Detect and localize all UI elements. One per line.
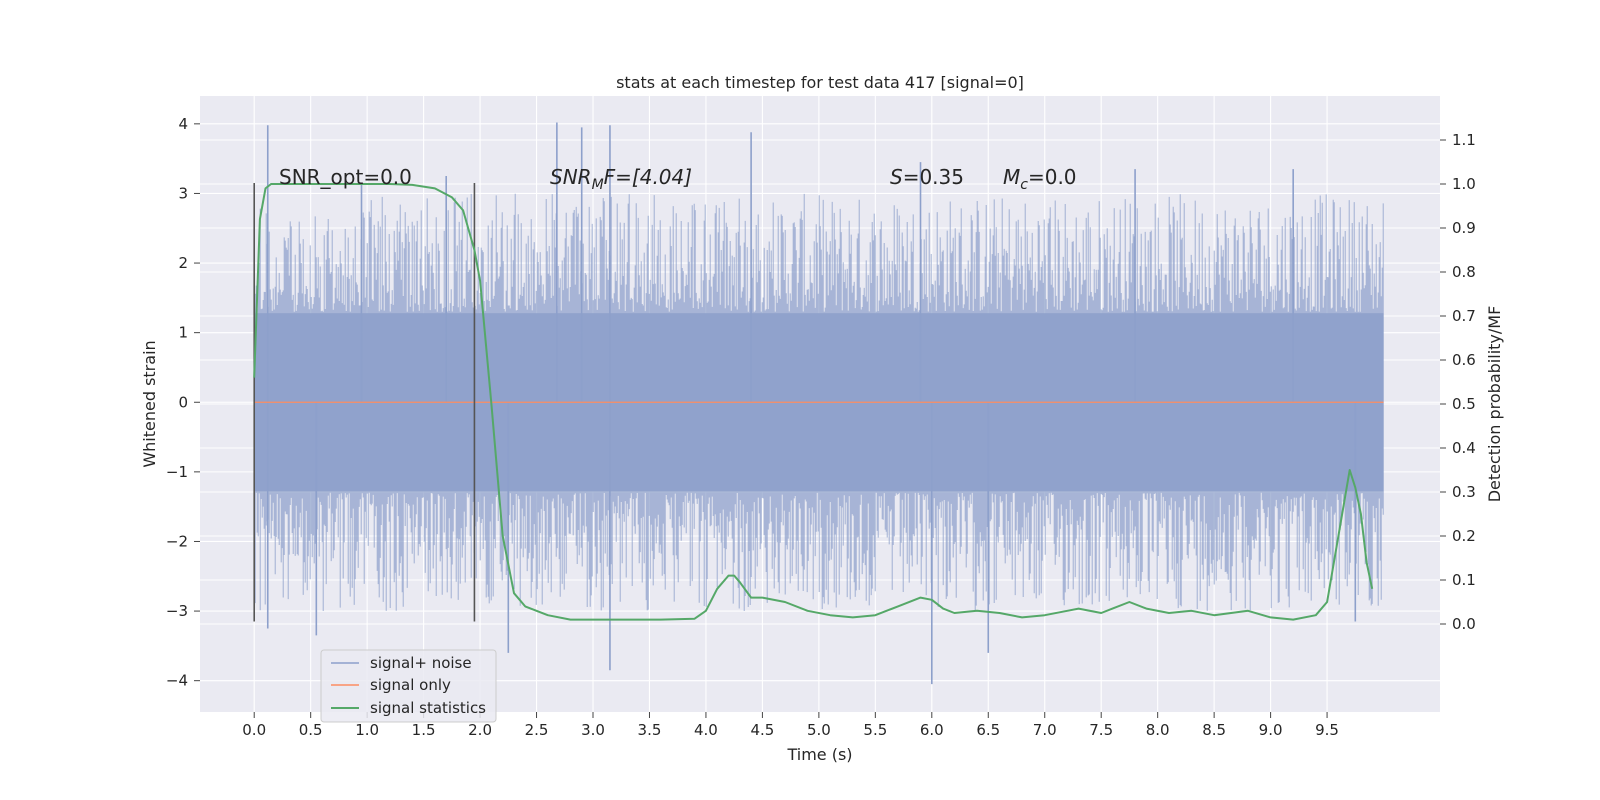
- x-tick-label: 5.5: [863, 721, 887, 739]
- legend: signal+ noise signal only signal statist…: [320, 649, 497, 723]
- y-tick-label: −1: [166, 463, 188, 481]
- y-tick-label: −3: [166, 602, 188, 620]
- annotation-snr-mf-sub: M: [592, 177, 604, 193]
- annotation-snr-mf-suffix: F=[4.04]: [604, 165, 692, 189]
- annotation-s-value: =0.35: [903, 165, 964, 189]
- annotation-mc-value: =0.0: [1028, 165, 1077, 189]
- y2-tick-label: 0.0: [1452, 615, 1476, 633]
- x-tick-label: 2.5: [525, 721, 549, 739]
- x-tick-label: 7.5: [1089, 721, 1113, 739]
- y-axis-label: Whitened strain: [140, 340, 159, 467]
- x-tick-label: 4.5: [750, 721, 774, 739]
- y2-tick-label: 0.5: [1452, 395, 1476, 413]
- y2-tick-labels: 1.1 1.0 0.9 0.8 0.7 0.6 0.5 0.4 0.3 0.2 0.1 0.0: [1440, 131, 1476, 633]
- signal-statistics-series: [253, 183, 1374, 621]
- x-tick-label: 8.5: [1202, 721, 1226, 739]
- vertical-markers: [253, 183, 476, 622]
- x-tick-label: 8.0: [1146, 721, 1170, 739]
- x-tick-labels: 0.0 0.5 1.0 1.5 2.0 2.5 3.0 3.5 4.0 4.5 5.0 5.5 6.0 6…: [242, 712, 1339, 739]
- x-tick-label: 5.0: [807, 721, 831, 739]
- x-tick-label: 3.5: [638, 721, 662, 739]
- x-tick-label: 6.0: [920, 721, 944, 739]
- y-tick-label: 2: [178, 254, 188, 272]
- x-tick-label: 9.5: [1315, 721, 1339, 739]
- legend-box: [320, 649, 497, 723]
- legend-label-signal-statistics: signal statistics: [370, 699, 486, 717]
- y-tick-label: −4: [166, 672, 188, 690]
- y-tick-label: 1: [178, 324, 188, 342]
- y2-tick-label: 0.3: [1452, 483, 1476, 501]
- annotation-s: S=0.35: [890, 165, 964, 189]
- y2-tick-label: 0.2: [1452, 527, 1476, 545]
- y2-tick-label: 1.1: [1452, 131, 1476, 149]
- signal-noise-series: [253, 122, 1384, 685]
- y2-tick-label: 0.6: [1452, 351, 1476, 369]
- chart-title: stats at each timestep for test data 417…: [616, 73, 1024, 92]
- x-axis-label: Time (s): [786, 745, 852, 764]
- y2-tick-label: 0.7: [1452, 307, 1476, 325]
- y2-tick-label: 0.1: [1452, 571, 1476, 589]
- y2-tick-label: 0.4: [1452, 439, 1476, 457]
- y-tick-label: −2: [166, 532, 188, 550]
- y-tick-label: 0: [178, 393, 188, 411]
- legend-label-signal-noise: signal+ noise: [370, 654, 472, 672]
- x-tick-label: 9.0: [1259, 721, 1283, 739]
- x-tick-label: 6.5: [976, 721, 1000, 739]
- x-tick-label: 1.5: [412, 721, 436, 739]
- y-tick-label: 4: [178, 115, 188, 133]
- annotation-mc-sub: c: [1020, 177, 1028, 193]
- x-tick-label: 1.0: [355, 721, 379, 739]
- x-tick-label: 4.0: [694, 721, 718, 739]
- y-tick-labels: 4 3 2 1 0 −1 −2 −3 −4: [166, 115, 200, 690]
- annotation-snr-mf: SNRMF=[4.04]: [550, 165, 692, 193]
- x-tick-label: 7.0: [1033, 721, 1057, 739]
- x-tick-label: 0.0: [242, 721, 266, 739]
- y-tick-label: 3: [178, 184, 188, 202]
- y2-tick-label: 1.0: [1452, 175, 1476, 193]
- signal-statistics-line: [253, 183, 1374, 621]
- annotation-mc: Mc=0.0: [1003, 165, 1077, 193]
- x-tick-label: 0.5: [299, 721, 323, 739]
- x-tick-label: 3.0: [581, 721, 605, 739]
- annotation-snr-mf-prefix: SNR: [550, 165, 592, 189]
- annotation-snr-opt: SNR_opt=0.0: [279, 165, 412, 189]
- legend-label-signal-only: signal only: [370, 676, 451, 694]
- x-tick-label: 2.0: [468, 721, 492, 739]
- y2-axis-label: Detection probability/MF: [1485, 306, 1504, 503]
- annotation-mc-prefix: M: [1003, 165, 1020, 189]
- annotation-s-prefix: S: [890, 165, 903, 189]
- y2-tick-label: 0.8: [1452, 263, 1476, 281]
- y2-tick-label: 0.9: [1452, 219, 1476, 237]
